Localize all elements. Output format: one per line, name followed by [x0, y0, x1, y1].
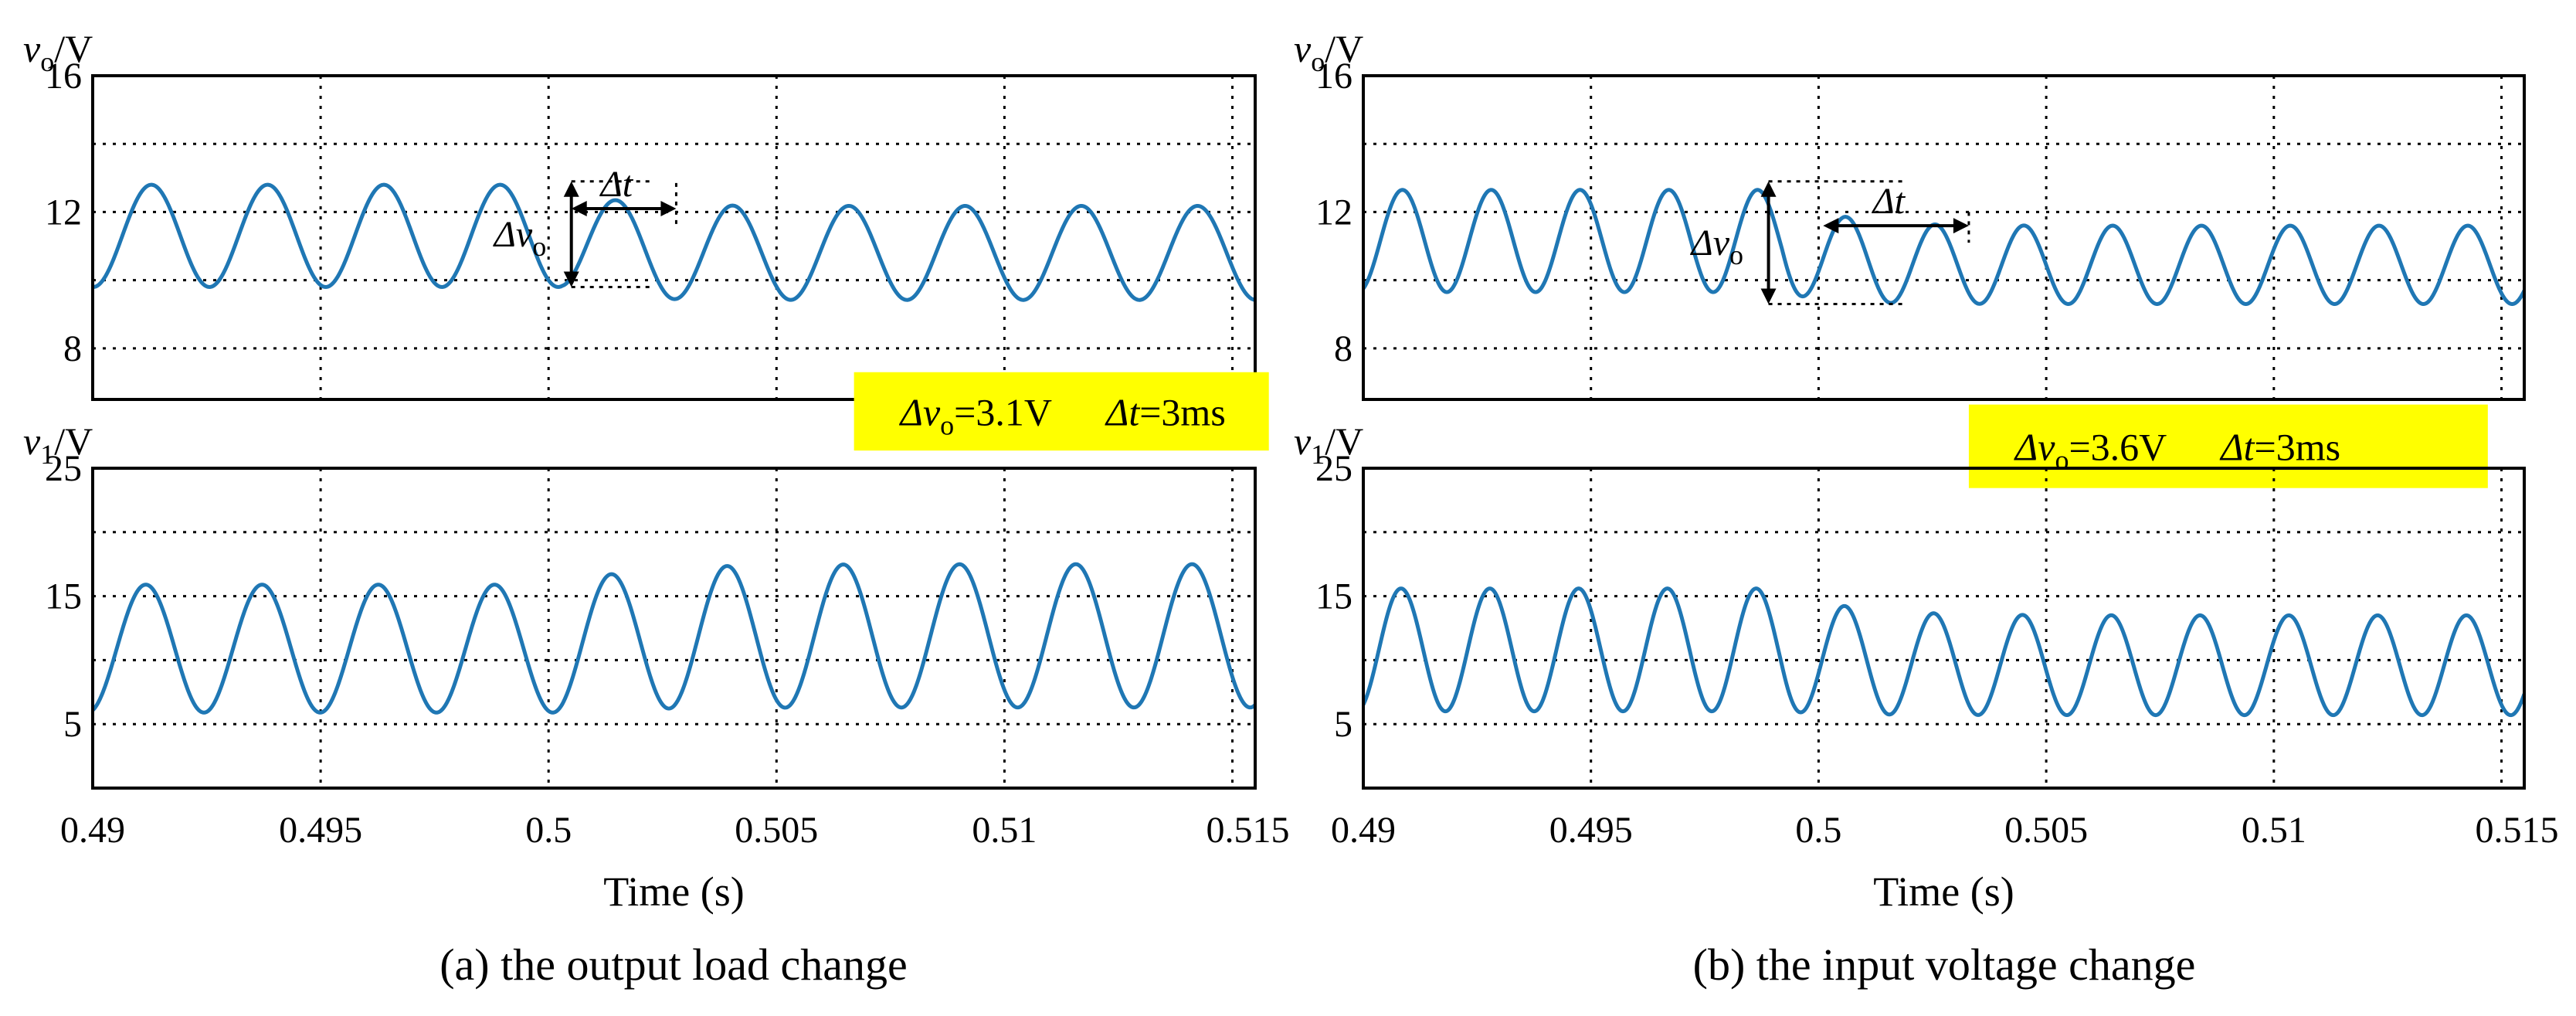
info-box-text: Δvo=3.1V Δt=3ms [899, 390, 1226, 440]
ylabel-base: v [1294, 27, 1312, 70]
info-dt-value: =3ms [1139, 390, 1226, 433]
ytick-label: 5 [1334, 704, 1352, 745]
dt-arrow-head-left [571, 201, 587, 217]
series-line-vo [1363, 188, 2524, 306]
plot-frame [91, 467, 1257, 790]
dt-label: Δt [1872, 181, 1906, 222]
info-dv-value: =3.1V [954, 390, 1052, 433]
xtick-label: 0.495 [279, 810, 362, 851]
xtick-label: 0.505 [2004, 810, 2088, 851]
plot-frame [1362, 74, 2526, 401]
dv-sub: o [1729, 240, 1743, 270]
ytick-label: 16 [45, 56, 82, 97]
xtick-label: 0.51 [972, 810, 1037, 851]
dv-arrow-head-up [563, 181, 579, 197]
x-axis-label: Time (s) [1873, 868, 2014, 915]
ylabel-unit: /V [1325, 420, 1363, 463]
ytick-label: 12 [1315, 192, 1352, 233]
ylabel-unit: /V [54, 420, 93, 463]
info-dv-sub: o [2055, 445, 2069, 476]
y-axis-label: v1/V [23, 420, 93, 470]
dt-label: Δt [599, 164, 634, 205]
info-dv-value: =3.6V [2069, 426, 2167, 469]
ylabel-unit: /V [54, 27, 93, 70]
ytick-label: 25 [1315, 448, 1352, 489]
dv-arrow-head-up [1760, 181, 1777, 197]
dt-arrow-head-right [660, 201, 677, 217]
info-box: Δvo=3.6V Δt=3ms [1968, 404, 2488, 488]
info-dv-symbol: Δv [899, 390, 941, 433]
xtick-label: 0.515 [1206, 810, 1289, 851]
info-dv-symbol: Δv [2014, 426, 2055, 469]
plot-frame [91, 74, 1257, 401]
ylabel-base: v [1294, 420, 1312, 463]
delta-annotation: Δvo Δt [1690, 180, 1970, 306]
y-axis-label: v1/V [1294, 420, 1363, 470]
dv-arrow-head-down [1760, 288, 1777, 304]
y-axis-label: vo/V [23, 27, 93, 77]
series-line-v1 [1363, 586, 2524, 718]
y-axis-label: vo/V [1294, 27, 1363, 77]
dv-sub: o [532, 231, 546, 262]
xtick-label: 0.5 [1795, 810, 1841, 851]
ytick-label: 16 [1315, 56, 1352, 97]
dv-label: Δvo [493, 214, 546, 262]
xtick-label: 0.51 [2242, 810, 2306, 851]
ytick-label: 25 [45, 448, 82, 489]
dv-label: Δvo [1690, 223, 1743, 270]
ytick-label: 15 [1315, 576, 1352, 617]
ylabel-unit: /V [1325, 27, 1363, 70]
ytick-label: 15 [45, 576, 82, 617]
info-box-bg [1968, 404, 2488, 488]
info-dt-symbol: Δt [1105, 390, 1140, 433]
series-line-vo [93, 182, 1255, 302]
dv-symbol: Δv [1690, 223, 1730, 263]
ylabel-base: v [23, 420, 41, 463]
delta-annotation: Δvo Δt [493, 164, 677, 288]
ylabel-sub: o [1311, 46, 1325, 77]
info-box-text: Δvo=3.6V Δt=3ms [2014, 426, 2340, 476]
ylabel-sub: 1 [1311, 439, 1325, 470]
ytick-label: 12 [45, 192, 82, 233]
dt-arrow-head-right [1953, 218, 1969, 234]
dv-symbol: Δv [493, 214, 533, 255]
info-dt-value: =3ms [2255, 426, 2341, 469]
x-axis-label: Time (s) [603, 868, 745, 915]
info-box: Δvo=3.1V Δt=3ms [854, 372, 1269, 451]
xtick-label: 0.49 [60, 810, 125, 851]
dv-arrow-head-down [563, 271, 579, 287]
ylabel-sub: o [40, 46, 54, 77]
info-box-bg [854, 372, 1269, 451]
ytick-label: 8 [63, 328, 82, 369]
xtick-label: 0.515 [2476, 810, 2559, 851]
ytick-label: 5 [63, 704, 82, 745]
xtick-label: 0.5 [525, 810, 572, 851]
xtick-label: 0.495 [1549, 810, 1633, 851]
series-line-v1 [93, 562, 1255, 715]
ytick-label: 8 [1334, 328, 1352, 369]
dt-arrow-head-left [1823, 218, 1839, 234]
dt-symbol: Δt [1872, 181, 1906, 222]
ylabel-base: v [23, 27, 41, 70]
subfigure-caption: (b) the input voltage change [1693, 940, 2196, 990]
info-dt-symbol: Δt [2219, 426, 2255, 469]
subfigure-caption: (a) the output load change [440, 940, 908, 990]
xtick-label: 0.49 [1331, 810, 1396, 851]
ylabel-sub: 1 [40, 439, 54, 470]
plot-frame [1362, 467, 2526, 790]
info-dv-sub: o [940, 409, 954, 440]
xtick-label: 0.505 [735, 810, 818, 851]
dt-symbol: Δt [599, 164, 634, 205]
